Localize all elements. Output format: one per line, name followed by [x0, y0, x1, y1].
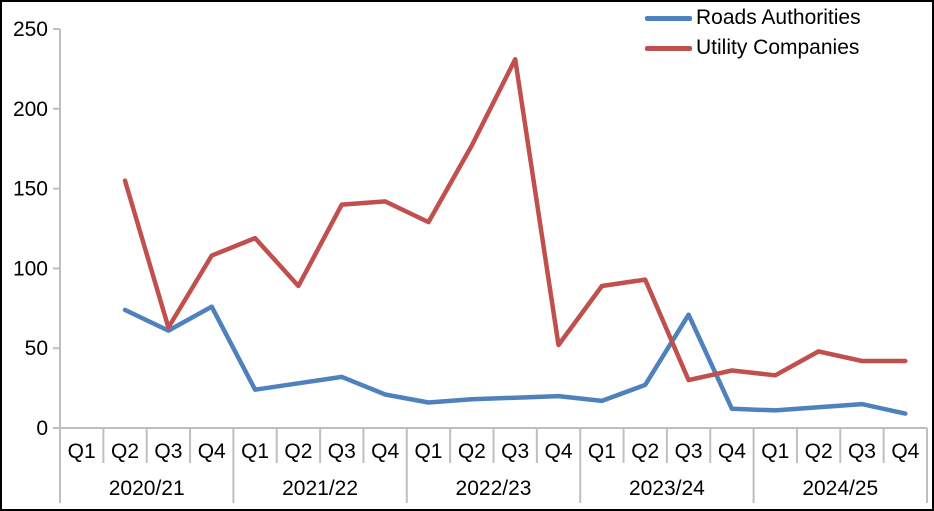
quarter-label: Q1 [68, 440, 96, 463]
legend-line-swatch-roads-authorities [645, 15, 692, 21]
y-axis-tick-label: 0 [36, 417, 48, 440]
y-axis-tick-label: 200 [13, 98, 48, 121]
y-axis-tick-label: 100 [13, 257, 48, 280]
quarter-label: Q4 [371, 440, 399, 463]
y-axis-tick-label: 250 [13, 18, 48, 41]
chart-legend: Roads Authorities Utility Companies [645, 3, 861, 63]
quarter-label: Q4 [198, 440, 226, 463]
quarter-label: Q3 [848, 440, 876, 463]
legend-item-roads-authorities: Roads Authorities [645, 3, 861, 33]
quarter-label: Q1 [414, 440, 442, 463]
quarter-label: Q3 [154, 440, 182, 463]
series-line-roads-authorities [122, 304, 908, 416]
quarter-label: Q1 [761, 440, 789, 463]
quarter-label: Q1 [241, 440, 269, 463]
legend-item-utility-companies: Utility Companies [645, 33, 861, 63]
year-label: 2020/21 [109, 477, 185, 500]
quarter-label: Q2 [458, 440, 486, 463]
quarter-label: Q2 [805, 440, 833, 463]
legend-label-roads-authorities: Roads Authorities [696, 6, 861, 29]
quarter-label: Q2 [631, 440, 659, 463]
quarter-label: Q3 [501, 440, 529, 463]
quarter-label: Q4 [891, 440, 919, 463]
quarter-label: Q2 [284, 440, 312, 463]
y-axis-tick-label: 50 [25, 337, 48, 360]
quarter-label: Q3 [328, 440, 356, 463]
quarter-label: Q4 [545, 440, 573, 463]
series-line-utility-companies [122, 57, 908, 383]
quarter-label: Q4 [718, 440, 746, 463]
legend-label-utility-companies: Utility Companies [696, 36, 860, 59]
quarter-label: Q1 [588, 440, 616, 463]
quarter-label: Q3 [675, 440, 703, 463]
year-label: 2024/25 [802, 477, 878, 500]
y-axis-tick-label: 150 [13, 178, 48, 201]
legend-line-swatch-utility-companies [645, 45, 692, 51]
year-label: 2022/23 [456, 477, 532, 500]
year-label: 2023/24 [629, 477, 705, 500]
year-label: 2021/22 [282, 477, 358, 500]
quarter-label: Q2 [111, 440, 139, 463]
